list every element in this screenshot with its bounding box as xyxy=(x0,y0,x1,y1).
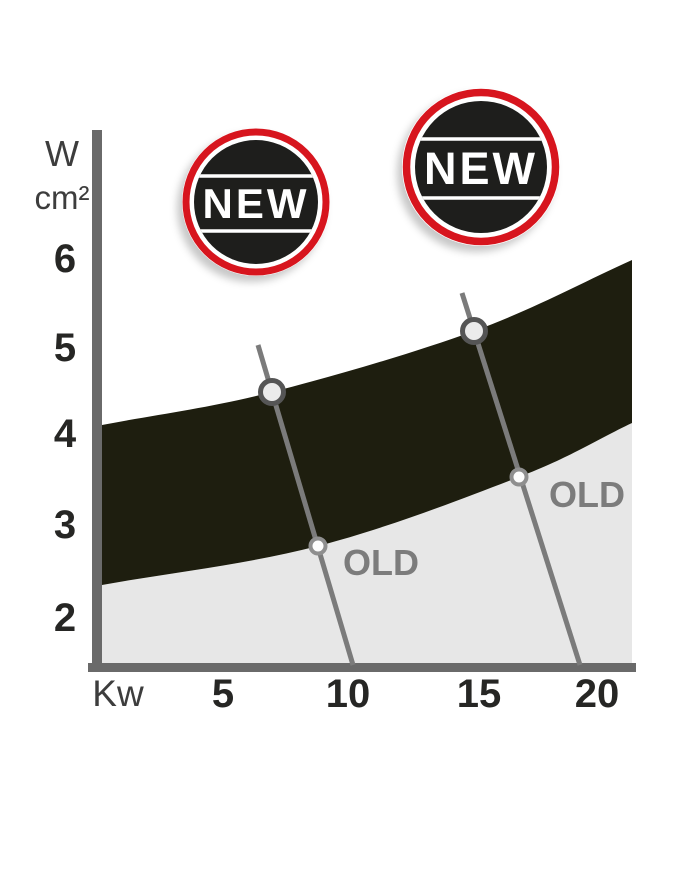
new-badge-right-red-ring xyxy=(402,88,560,246)
x-tick-5: 5 xyxy=(212,672,234,716)
y-axis-unit-top: W xyxy=(45,133,79,174)
x-tick-20: 20 xyxy=(575,672,620,716)
x-tick-15: 15 xyxy=(457,672,502,716)
new-badge-left: NEW xyxy=(182,128,330,276)
new-badge-left-red-ring xyxy=(182,128,330,276)
x-tick-10: 10 xyxy=(326,672,371,716)
new-badge-left-label: NEW xyxy=(203,180,310,227)
old-band-area xyxy=(102,423,632,663)
y-axis-line xyxy=(92,130,102,672)
y-axis-unit-bottom: cm² xyxy=(35,179,90,216)
new-marker-right xyxy=(460,317,488,345)
new-badge-right: NEW xyxy=(402,88,560,246)
y-tick-2: 2 xyxy=(54,596,76,640)
new-badge-right-label: NEW xyxy=(424,143,538,194)
old-callout-label-left: OLD xyxy=(343,542,419,583)
old-marker-left xyxy=(308,536,328,556)
new-band-area xyxy=(102,260,632,585)
new-marker-left xyxy=(258,378,286,406)
new-badge-right-black-disc xyxy=(415,101,547,233)
x-axis-line xyxy=(88,663,636,672)
y-tick-4: 4 xyxy=(54,412,77,456)
new-badge-left-black-disc xyxy=(194,140,318,264)
x-axis-unit: Kw xyxy=(92,673,144,714)
y-tick-3: 3 xyxy=(54,503,76,547)
y-tick-6: 6 xyxy=(54,237,76,281)
y-tick-5: 5 xyxy=(54,326,76,370)
old-marker-right xyxy=(509,467,529,487)
old-callout-label-right: OLD xyxy=(549,474,625,515)
